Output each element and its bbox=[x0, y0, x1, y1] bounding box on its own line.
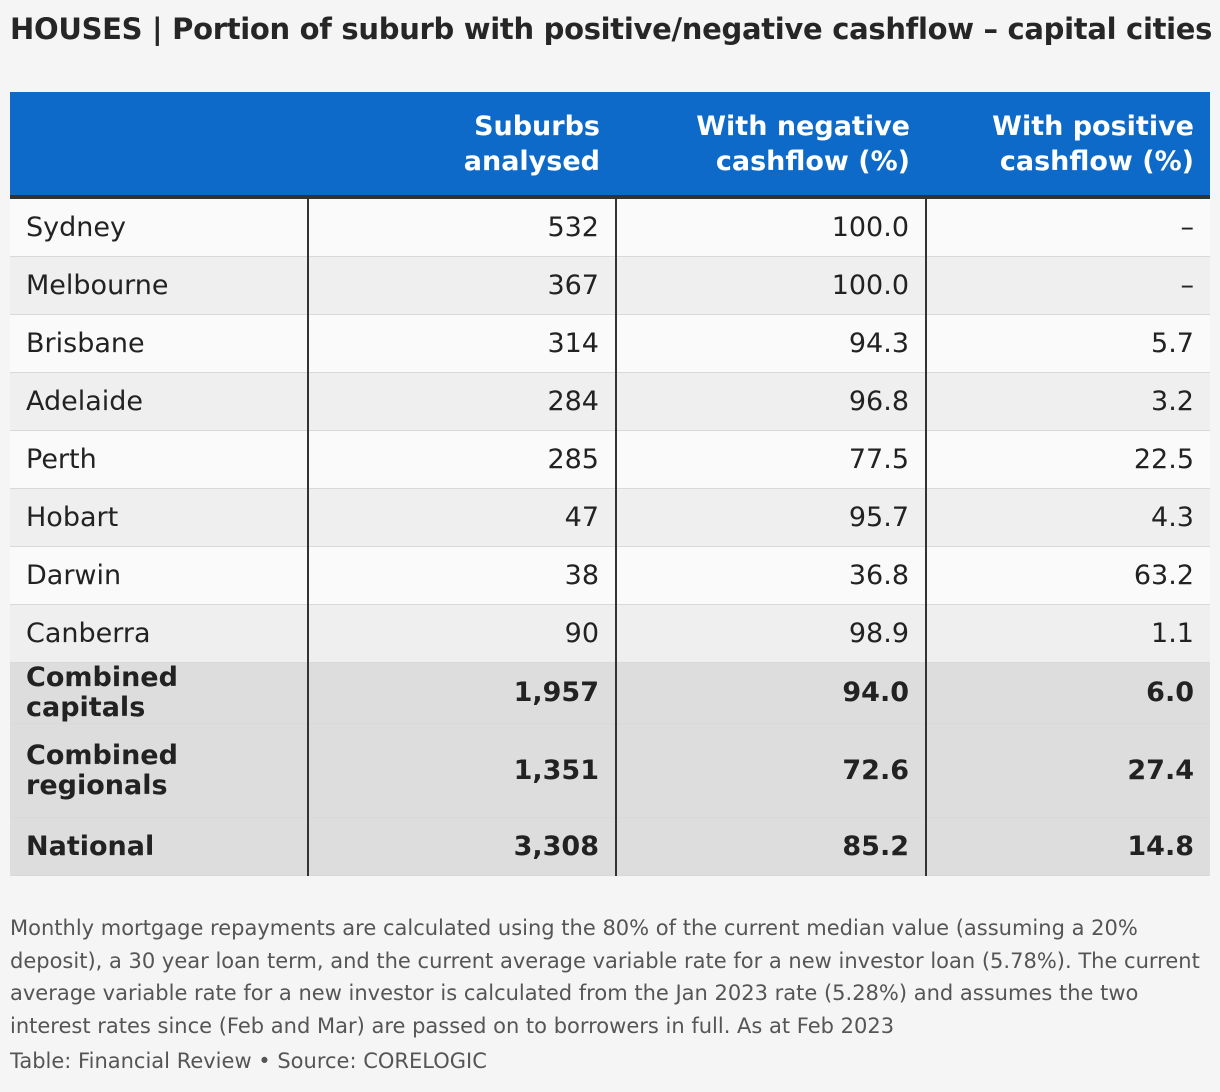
cell-positive-cashflow: 3.2 bbox=[926, 373, 1210, 431]
cell-positive-cashflow: 63.2 bbox=[926, 547, 1210, 605]
column-header-positive: With positive cashflow (%) bbox=[926, 92, 1210, 197]
row-label: Adelaide bbox=[10, 373, 308, 431]
table-row: Canberra 90 98.9 1.1 bbox=[10, 605, 1210, 663]
column-header-negative: With negative cashflow (%) bbox=[616, 92, 926, 197]
cashflow-table: Suburbs analysed With negative cashflow … bbox=[10, 92, 1210, 876]
cell-negative-cashflow: 77.5 bbox=[616, 431, 926, 489]
cell-suburbs-analysed: 1,351 bbox=[308, 724, 616, 818]
table-row: Adelaide 284 96.8 3.2 bbox=[10, 373, 1210, 431]
row-label: Melbourne bbox=[10, 257, 308, 315]
cell-positive-cashflow: 4.3 bbox=[926, 489, 1210, 547]
table-row: Brisbane 314 94.3 5.7 bbox=[10, 315, 1210, 373]
cell-negative-cashflow: 98.9 bbox=[616, 605, 926, 663]
table-row: Combined capitals 1,957 94.0 6.0 bbox=[10, 663, 1210, 724]
row-label: Hobart bbox=[10, 489, 308, 547]
cell-negative-cashflow: 100.0 bbox=[616, 197, 926, 257]
cell-negative-cashflow: 72.6 bbox=[616, 724, 926, 818]
table-row: Sydney 532 100.0– bbox=[10, 197, 1210, 257]
cell-negative-cashflow: 94.0 bbox=[616, 663, 926, 724]
cell-suburbs-analysed: 90 bbox=[308, 605, 616, 663]
cell-positive-cashflow: 1.1 bbox=[926, 605, 1210, 663]
cell-suburbs-analysed: 532 bbox=[308, 197, 616, 257]
table-row: National 3,308 85.2 14.8 bbox=[10, 818, 1210, 876]
cell-positive-cashflow: 27.4 bbox=[926, 724, 1210, 818]
cell-negative-cashflow: 94.3 bbox=[616, 315, 926, 373]
row-label: Perth bbox=[10, 431, 308, 489]
row-label: National bbox=[10, 818, 308, 876]
row-label: Brisbane bbox=[10, 315, 308, 373]
cell-suburbs-analysed: 3,308 bbox=[308, 818, 616, 876]
table-row: Melbourne 367 100.0– bbox=[10, 257, 1210, 315]
cell-negative-cashflow: 96.8 bbox=[616, 373, 926, 431]
cell-negative-cashflow: 36.8 bbox=[616, 547, 926, 605]
cell-positive-cashflow: 6.0 bbox=[926, 663, 1210, 724]
column-header-label bbox=[10, 92, 308, 197]
source-credit: Table: Financial Review • Source: CORELO… bbox=[10, 1049, 487, 1073]
row-label: Combined capitals bbox=[10, 663, 308, 724]
table-row: Perth 285 77.5 22.5 bbox=[10, 431, 1210, 489]
table-row: Combined regionals 1,351 72.6 27.4 bbox=[10, 724, 1210, 818]
row-label: Canberra bbox=[10, 605, 308, 663]
footnote: Monthly mortgage repayments are calculat… bbox=[10, 912, 1210, 1042]
cell-suburbs-analysed: 285 bbox=[308, 431, 616, 489]
cell-positive-cashflow: – bbox=[926, 197, 1210, 257]
table-body: Sydney 532 100.0– Melbourne 367 100.0– Brisban… bbox=[10, 197, 1210, 876]
cell-suburbs-analysed: 1,957 bbox=[308, 663, 616, 724]
cell-positive-cashflow: 14.8 bbox=[926, 818, 1210, 876]
cell-negative-cashflow: 85.2 bbox=[616, 818, 926, 876]
cell-suburbs-analysed: 367 bbox=[308, 257, 616, 315]
chart-title: HOUSES | Portion of suburb with positive… bbox=[10, 12, 1212, 46]
table-row: Darwin 38 36.8 63.2 bbox=[10, 547, 1210, 605]
cell-suburbs-analysed: 47 bbox=[308, 489, 616, 547]
row-label: Darwin bbox=[10, 547, 308, 605]
cell-negative-cashflow: 95.7 bbox=[616, 489, 926, 547]
cell-negative-cashflow: 100.0 bbox=[616, 257, 926, 315]
row-label: Sydney bbox=[10, 197, 308, 257]
row-label: Combined regionals bbox=[10, 724, 308, 818]
table-row: Hobart 47 95.7 4.3 bbox=[10, 489, 1210, 547]
cell-suburbs-analysed: 38 bbox=[308, 547, 616, 605]
cell-positive-cashflow: 5.7 bbox=[926, 315, 1210, 373]
table-header-row: Suburbs analysed With negative cashflow … bbox=[10, 92, 1210, 197]
cell-positive-cashflow: – bbox=[926, 257, 1210, 315]
column-header-suburbs: Suburbs analysed bbox=[308, 92, 616, 197]
cell-positive-cashflow: 22.5 bbox=[926, 431, 1210, 489]
cell-suburbs-analysed: 314 bbox=[308, 315, 616, 373]
cell-suburbs-analysed: 284 bbox=[308, 373, 616, 431]
